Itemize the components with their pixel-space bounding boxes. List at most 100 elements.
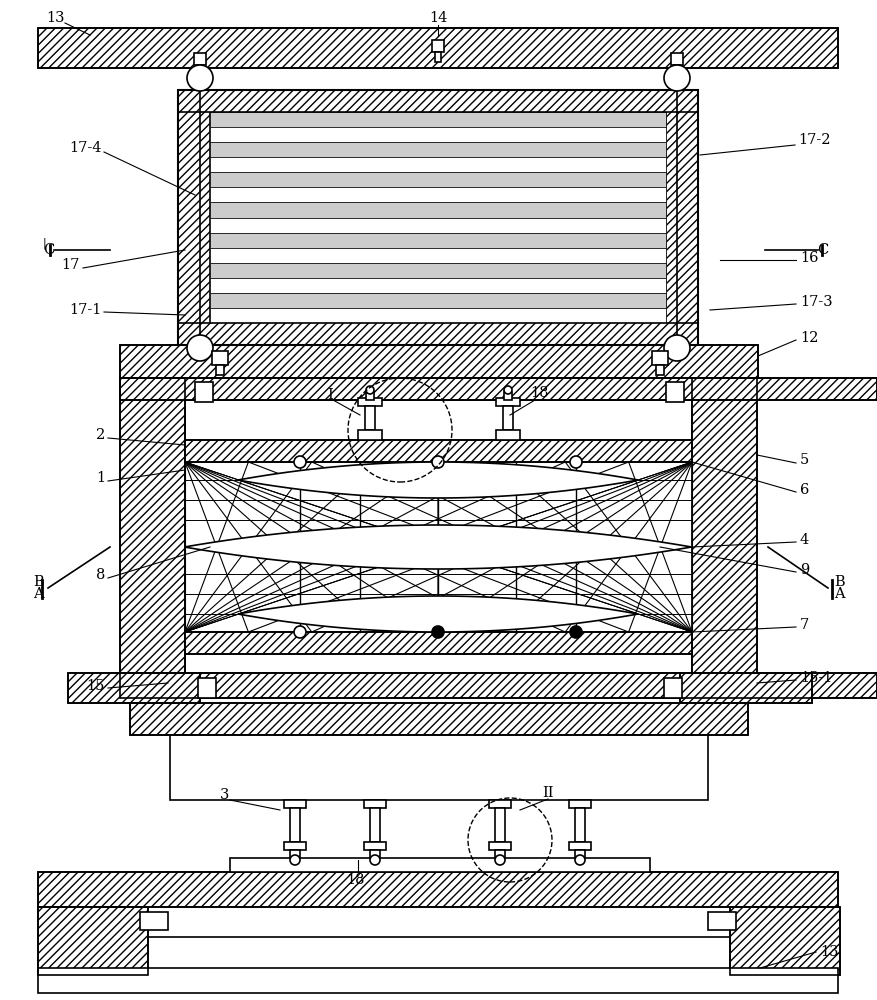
Text: 15: 15 [87, 679, 105, 693]
Bar [210, 233, 666, 248]
Text: 17: 17 [61, 258, 80, 272]
Bar [120, 378, 185, 673]
Bar [358, 398, 382, 406]
Bar [178, 90, 698, 345]
Bar [284, 800, 306, 808]
Text: A: A [33, 587, 44, 601]
Text: 18: 18 [531, 386, 549, 400]
Bar [68, 673, 200, 703]
Bar [284, 842, 306, 850]
Bar [680, 673, 812, 703]
Circle shape [366, 386, 374, 394]
Text: 1: 1 [96, 471, 105, 485]
Bar [140, 912, 168, 930]
Text: A: A [834, 587, 845, 601]
Text: 9: 9 [800, 563, 809, 577]
Text: I: I [327, 388, 333, 402]
Bar [120, 673, 877, 698]
Bar [230, 858, 650, 872]
Bar [364, 842, 386, 850]
Bar [185, 400, 692, 673]
Bar [370, 808, 380, 842]
Circle shape [187, 335, 213, 361]
Bar [671, 53, 683, 65]
Circle shape [664, 65, 690, 91]
Circle shape [570, 626, 582, 638]
Bar [664, 678, 682, 698]
Bar [495, 808, 505, 842]
Bar [680, 673, 812, 703]
Bar [496, 430, 520, 440]
Bar [120, 378, 877, 400]
Text: 2: 2 [96, 428, 105, 442]
Bar [692, 378, 757, 673]
Bar [170, 735, 708, 800]
Bar [489, 842, 511, 850]
Bar [666, 90, 698, 345]
Polygon shape [238, 462, 638, 498]
Circle shape [294, 456, 306, 468]
Bar [198, 678, 216, 698]
Text: 6: 6 [800, 483, 809, 497]
Text: 17-1: 17-1 [69, 303, 102, 317]
Bar [38, 872, 838, 907]
Bar [496, 398, 520, 406]
Bar [666, 382, 684, 402]
Bar [178, 323, 698, 345]
Text: 17-4: 17-4 [69, 141, 102, 155]
Polygon shape [438, 547, 692, 632]
Bar [185, 440, 692, 462]
Circle shape [432, 456, 444, 468]
Text: 17-3: 17-3 [800, 295, 832, 309]
Bar [210, 248, 666, 263]
Bar [120, 378, 877, 400]
Circle shape [187, 65, 213, 91]
Bar [692, 378, 757, 673]
Bar [120, 345, 758, 378]
Text: 4: 4 [800, 533, 809, 547]
Polygon shape [185, 462, 438, 632]
Polygon shape [238, 596, 638, 632]
Bar [210, 157, 666, 172]
Polygon shape [185, 462, 438, 547]
Circle shape [575, 855, 585, 865]
Bar [185, 632, 692, 654]
Bar [120, 345, 758, 378]
Bar [130, 703, 748, 735]
Circle shape [432, 626, 444, 638]
Polygon shape [438, 462, 692, 632]
Bar [210, 127, 666, 142]
Text: 3: 3 [220, 788, 230, 802]
Circle shape [294, 626, 306, 638]
Circle shape [495, 855, 505, 865]
Bar [210, 112, 666, 127]
Bar [504, 392, 512, 400]
Bar [178, 90, 210, 345]
Bar [38, 907, 148, 975]
Bar [130, 703, 748, 735]
Bar [194, 53, 206, 65]
Text: B: B [834, 575, 845, 589]
Bar [364, 800, 386, 808]
Bar [38, 872, 838, 907]
Bar [503, 406, 513, 430]
Text: 15-1: 15-1 [800, 671, 832, 685]
Text: C: C [43, 243, 54, 257]
Text: 5: 5 [800, 453, 809, 467]
Bar [120, 673, 877, 698]
Bar [730, 907, 840, 975]
Text: 13: 13 [820, 945, 838, 959]
Bar [210, 278, 666, 293]
Bar [212, 351, 228, 365]
Bar [210, 172, 666, 187]
Circle shape [290, 855, 300, 865]
Text: 8: 8 [96, 568, 105, 582]
Bar [435, 52, 441, 62]
Bar [185, 632, 692, 654]
Bar [148, 937, 730, 975]
Text: 16: 16 [800, 251, 818, 265]
Bar [38, 907, 148, 975]
Bar [38, 968, 838, 993]
Circle shape [570, 456, 582, 468]
Bar [185, 440, 692, 462]
